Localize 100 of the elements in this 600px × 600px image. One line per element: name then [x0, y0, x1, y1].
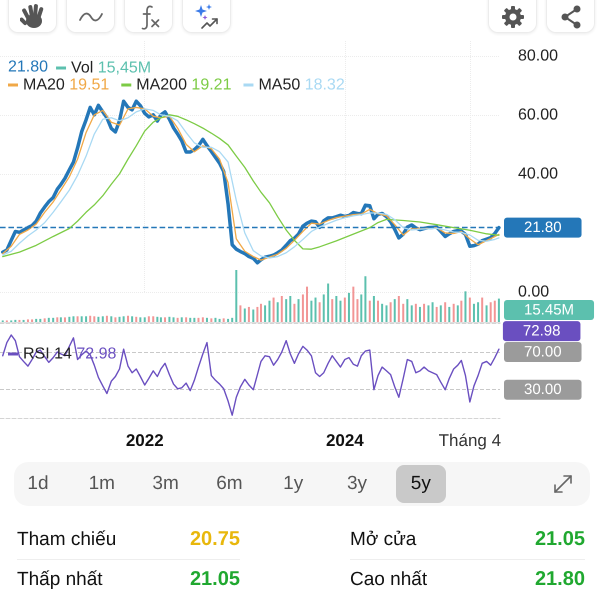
bar — [180, 317, 183, 322]
bar — [60, 317, 62, 322]
bar — [152, 316, 154, 322]
bar — [414, 304, 417, 322]
bar — [193, 318, 196, 322]
bar — [348, 292, 350, 322]
bar — [160, 317, 162, 322]
bar — [156, 316, 158, 322]
bar — [402, 304, 404, 322]
bar — [314, 298, 317, 322]
bar — [423, 304, 426, 322]
bar — [48, 318, 50, 322]
bar — [214, 318, 216, 322]
bar — [394, 299, 396, 322]
bar — [494, 300, 496, 322]
bar — [322, 294, 325, 322]
y-tick-label: 30.00 — [524, 381, 562, 398]
annotation: 19.21 — [191, 76, 232, 94]
text: 21.80 — [534, 568, 585, 590]
bar — [210, 318, 212, 322]
y-tick-label: 60.00 — [518, 106, 558, 124]
bar — [106, 316, 108, 322]
annotation: 18.32 — [304, 76, 345, 94]
category-label: 6m — [215, 472, 244, 496]
bar — [168, 316, 170, 322]
x-tick-label: Tháng 4 — [438, 431, 502, 450]
bar — [280, 296, 283, 322]
bar — [448, 306, 450, 322]
bar — [114, 317, 116, 322]
bar — [260, 304, 262, 322]
bar — [381, 304, 384, 322]
category-label: Cao nhất — [350, 569, 428, 591]
bar — [468, 298, 471, 322]
bar — [344, 298, 346, 322]
bar — [310, 300, 312, 322]
bar — [368, 300, 371, 322]
ref-line-label: 21.80 — [524, 219, 562, 236]
bar — [289, 296, 292, 322]
bar — [352, 286, 354, 322]
bar — [386, 305, 388, 322]
bar — [31, 319, 34, 322]
category-label: 3y — [346, 472, 368, 496]
category-label: Mở cửa — [350, 529, 416, 551]
bar — [298, 299, 300, 322]
bar — [372, 296, 375, 322]
bar — [398, 296, 400, 322]
legend-label: MA20 — [23, 76, 65, 94]
bar — [139, 317, 142, 322]
bar — [276, 302, 279, 322]
bar — [239, 305, 242, 322]
bar — [490, 302, 492, 322]
bar — [148, 316, 150, 322]
bar — [185, 317, 188, 322]
bar — [427, 305, 430, 322]
bar — [418, 306, 421, 322]
category-label: 1m — [88, 472, 116, 496]
bar — [102, 316, 104, 322]
legend-label: MA200 — [136, 76, 188, 94]
bar — [189, 318, 192, 322]
bar — [377, 300, 380, 322]
bar — [498, 298, 500, 322]
bar — [68, 316, 70, 322]
bar — [52, 318, 54, 322]
bar — [80, 316, 83, 322]
data-label: 72.98 — [522, 322, 560, 340]
annotation: 15,45M — [98, 60, 152, 76]
bar — [410, 305, 413, 322]
text: 21.05 — [534, 528, 585, 550]
bar — [172, 317, 175, 322]
category-label: 5y — [396, 465, 446, 503]
bar — [72, 316, 74, 322]
bar — [93, 316, 96, 322]
category-label: Thấp nhất — [17, 569, 103, 591]
bar — [444, 302, 446, 322]
bar — [202, 317, 204, 322]
bar — [144, 317, 146, 322]
text: 20.75 — [190, 528, 240, 550]
bar — [360, 294, 362, 322]
line-series — [2, 334, 500, 416]
bar — [327, 284, 330, 322]
bar — [477, 302, 480, 322]
bar — [356, 299, 358, 322]
y-tick-label: 40.00 — [518, 165, 558, 182]
bar — [306, 286, 308, 322]
bar — [218, 318, 221, 322]
bar — [35, 318, 38, 322]
bar — [26, 319, 29, 322]
bar — [135, 316, 138, 322]
x-tick-label: 2024 — [326, 431, 364, 450]
y-tick-label: 70.00 — [524, 343, 562, 360]
bar — [268, 300, 270, 322]
bar — [231, 318, 234, 322]
bar — [252, 310, 254, 322]
legend-label: Vol — [71, 60, 94, 76]
bar — [39, 318, 42, 322]
bar — [472, 304, 475, 322]
bar — [97, 316, 100, 322]
bar — [452, 304, 455, 322]
bar — [264, 305, 266, 322]
bar — [227, 318, 230, 322]
